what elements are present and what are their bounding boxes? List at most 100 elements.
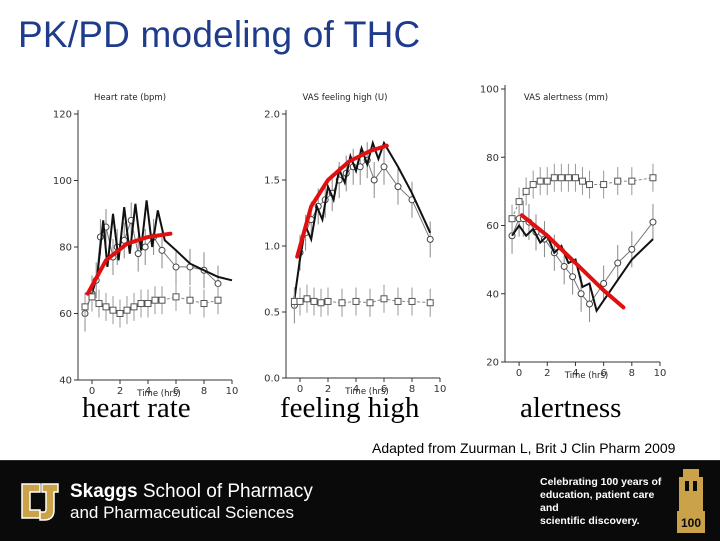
- data-point-square: [200, 300, 208, 308]
- chart-title: VAS feeling high (U): [303, 93, 388, 103]
- slide-title: PK/PD modeling of THC: [18, 14, 421, 55]
- series-observed-line: [293, 159, 431, 306]
- data-point-square: [214, 296, 222, 304]
- data-point-square: [324, 297, 332, 305]
- data-point-square: [366, 299, 374, 307]
- caption-feeling-high: feeling high: [280, 392, 420, 424]
- chart-title: Heart rate (bpm): [94, 93, 166, 103]
- data-point-circle: [141, 243, 149, 251]
- data-point-square: [144, 300, 152, 308]
- celebrating-line3: scientific discovery.: [540, 515, 640, 527]
- data-point-square: [515, 198, 523, 206]
- data-point-circle: [586, 300, 594, 308]
- series-placebo-line: [511, 177, 654, 219]
- data-point-square: [137, 300, 145, 308]
- data-point-square: [408, 297, 416, 305]
- data-point-square: [172, 293, 180, 301]
- data-point-square: [95, 300, 103, 308]
- data-point-square: [508, 215, 516, 223]
- y-tick-label: 0.0: [264, 374, 280, 385]
- school-name-bold: Skaggs: [70, 481, 138, 502]
- data-point-square: [317, 299, 325, 307]
- y-tick-label: 1.5: [264, 176, 280, 187]
- x-tick-label: 8: [201, 386, 207, 397]
- data-point-square: [303, 295, 311, 303]
- trend-line: [295, 143, 389, 259]
- cu-logo-icon[interactable]: CU: [18, 478, 62, 524]
- chart-feeling-high: 0.0 0.5 1.0 1.5 2.0 0 2 4 6 8 10 VAS feeling high (…: [264, 93, 446, 397]
- x-axis-label: Time (hrs): [564, 371, 608, 381]
- x-tick-label: 8: [629, 368, 635, 379]
- celebrating-text: Celebrating 100 years of education, pati…: [540, 476, 668, 528]
- y-tick-label: 100: [53, 176, 72, 187]
- data-point-square: [380, 295, 388, 303]
- data-point-square: [186, 296, 194, 304]
- source-citation: Adapted from Zuurman L, Brit J Clin Phar…: [372, 440, 676, 456]
- y-tick-label: 0.5: [264, 308, 280, 319]
- data-point-square: [571, 174, 579, 182]
- x-tick-label: 0: [89, 386, 95, 397]
- data-point-circle: [560, 262, 568, 270]
- data-point-square: [109, 306, 117, 314]
- x-axis-label: Time (hrs): [136, 389, 180, 399]
- x-tick-label: 2: [544, 368, 550, 379]
- data-point-circle: [172, 263, 180, 271]
- celebrating-line1: Celebrating 100 years of: [540, 476, 662, 488]
- celebrating-line2: education, patient care and: [540, 489, 655, 514]
- x-tick-label: 10: [654, 368, 667, 379]
- caption-heart-rate: heart rate: [82, 392, 191, 424]
- data-point-square: [579, 177, 586, 185]
- data-point-square: [310, 297, 318, 305]
- data-point-square: [158, 296, 166, 304]
- y-tick-label: 40: [486, 289, 499, 300]
- data-point-square: [586, 181, 594, 189]
- y-tick-label: 20: [486, 358, 499, 369]
- data-point-square: [522, 187, 530, 195]
- data-point-square: [88, 293, 96, 301]
- data-point-square: [426, 299, 434, 307]
- data-point-circle: [158, 246, 166, 254]
- x-tick-label: 10: [434, 384, 447, 395]
- chart-alertness: 20 40 60 80 100 0 2 4 6 8 10 VAS alertness (mm) Time…: [480, 85, 666, 382]
- data-point-square: [649, 174, 657, 182]
- data-point-square: [81, 303, 89, 311]
- data-point-square: [550, 174, 558, 182]
- data-point-square: [543, 177, 551, 185]
- centennial-badge-icon: 100: [677, 469, 705, 533]
- data-point-square: [102, 303, 110, 311]
- footer-bar: CU Skaggs School of Pharmacy and Pharmac…: [0, 460, 720, 541]
- chart-heart-rate: 40 60 80 100 120 0 2 4 6 8 10 Heart rate (bpm) Time …: [53, 93, 238, 399]
- data-point-circle: [134, 250, 142, 258]
- data-point-square: [338, 299, 346, 307]
- trend-line: [85, 231, 173, 296]
- data-point-circle: [394, 183, 402, 191]
- y-tick-label: 1.0: [264, 242, 280, 253]
- cu-logo-text: CU: [40, 504, 42, 506]
- caption-alertness: alertness: [520, 392, 622, 424]
- x-tick-label: 0: [516, 368, 522, 379]
- x-tick-label: 4: [145, 386, 151, 397]
- data-point-circle: [628, 245, 636, 253]
- y-tick-label: 120: [53, 110, 72, 121]
- data-point-square: [600, 181, 608, 189]
- y-tick-label: 80: [486, 153, 499, 164]
- badge-number: 100: [681, 516, 701, 530]
- data-point-circle: [214, 280, 222, 288]
- data-point-circle: [614, 259, 622, 267]
- data-point-square: [130, 303, 138, 311]
- data-point-square: [296, 297, 304, 305]
- x-tick-label: 2: [325, 384, 331, 395]
- x-tick-label: 8: [409, 384, 415, 395]
- data-point-square: [536, 177, 544, 185]
- data-point-square: [151, 296, 159, 304]
- school-name-line2: and Pharmaceutical Sciences: [70, 503, 294, 522]
- data-point-circle: [380, 163, 388, 171]
- x-axis-label: Time (hrs): [344, 387, 388, 397]
- x-tick-label: 6: [173, 386, 179, 397]
- x-tick-label: 10: [226, 386, 239, 397]
- school-name-line1: Skaggs School of Pharmacy: [70, 481, 313, 503]
- x-tick-label: 6: [381, 384, 387, 395]
- data-point-circle: [426, 235, 434, 243]
- data-point-square: [614, 177, 622, 185]
